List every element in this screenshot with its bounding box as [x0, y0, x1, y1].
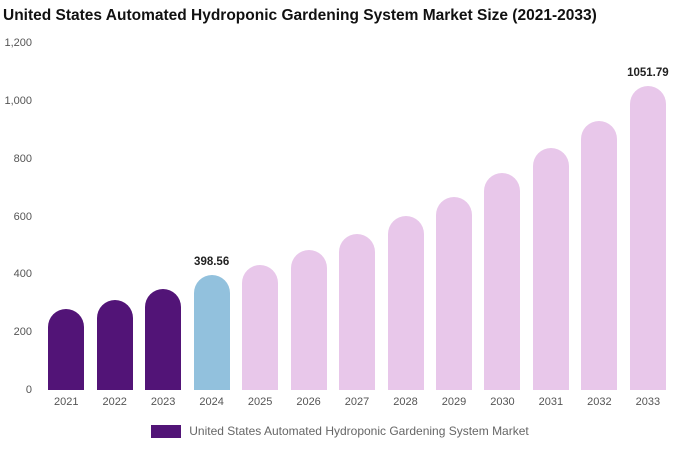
legend-swatch [151, 424, 182, 438]
bar-slot-2025 [236, 43, 284, 390]
x-tick-label-2021: 2021 [53, 396, 79, 408]
y-tick-label: 400 [13, 268, 32, 281]
x-tick-label-2028: 2028 [393, 396, 418, 408]
chart-title: United States Automated Hydroponic Garde… [3, 7, 597, 24]
x-tick-label-2025: 2025 [247, 396, 273, 408]
x-tick-label-2030: 2030 [490, 396, 515, 408]
bar-2026[interactable] [290, 250, 327, 390]
bar-2029[interactable] [435, 196, 472, 390]
bar-slot-2030 [478, 43, 526, 390]
x-tick-label-2031: 2031 [538, 396, 564, 408]
bar-slot-2026 [284, 43, 332, 390]
bar-2032[interactable] [581, 120, 618, 390]
bar-slot-2033: 1051.79 [624, 43, 672, 390]
bar-2028[interactable] [387, 215, 424, 390]
bar-2022[interactable] [96, 299, 133, 390]
bar-value-label-2024: 398.56 [194, 255, 230, 268]
bar-2031[interactable] [532, 147, 569, 390]
bar-2024[interactable] [193, 274, 230, 390]
bar-2030[interactable] [484, 173, 521, 390]
y-tick-label: 800 [13, 152, 32, 165]
y-tick-label: 200 [13, 326, 32, 339]
bar-2023[interactable] [145, 289, 182, 390]
bar-value-label-2033: 1051.79 [627, 66, 669, 79]
x-tick-label-2026: 2026 [296, 396, 321, 408]
bar-2033[interactable] [629, 85, 666, 390]
legend: United States Automated Hydroponic Garde… [0, 424, 680, 438]
x-tick-label-2023: 2023 [150, 396, 176, 408]
legend-item[interactable]: United States Automated Hydroponic Garde… [151, 424, 529, 438]
bar-slot-2032 [575, 43, 623, 390]
bar-slot-2028 [381, 43, 429, 390]
plot-area: 398.56 1051.79 [42, 43, 672, 390]
legend-label: United States Automated Hydroponic Garde… [189, 424, 529, 438]
bar-slot-2029 [430, 43, 478, 390]
y-tick-label: 1,000 [4, 94, 32, 107]
y-axis: 0 200 400 600 800 1,000 1,200 [0, 37, 34, 396]
bar-2025[interactable] [242, 264, 279, 390]
x-tick-label-2022: 2022 [102, 396, 127, 408]
y-tick-label: 600 [13, 210, 32, 223]
bar-slot-2023 [139, 43, 187, 390]
bar-slot-2022 [90, 43, 138, 390]
x-tick-label-2032: 2032 [587, 396, 612, 408]
x-tick-label-2033: 2033 [635, 396, 661, 408]
x-tick-label-2027: 2027 [344, 396, 370, 408]
bar-slot-2031 [527, 43, 575, 390]
bar-slot-2021 [42, 43, 90, 390]
bar-slot-2024: 398.56 [187, 43, 235, 390]
bar-slot-2027 [333, 43, 381, 390]
y-tick-label: 0 [25, 384, 32, 396]
bar-2027[interactable] [339, 234, 376, 390]
bar-2021[interactable] [48, 309, 85, 390]
x-tick-label-2024: 2024 [199, 396, 224, 408]
x-tick-label-2029: 2029 [441, 396, 467, 408]
x-axis-labels: 2021 2022 2023 2024 2025 2026 2027 2028 2029 2030… [42, 396, 672, 412]
y-tick-label: 1,200 [4, 37, 32, 49]
